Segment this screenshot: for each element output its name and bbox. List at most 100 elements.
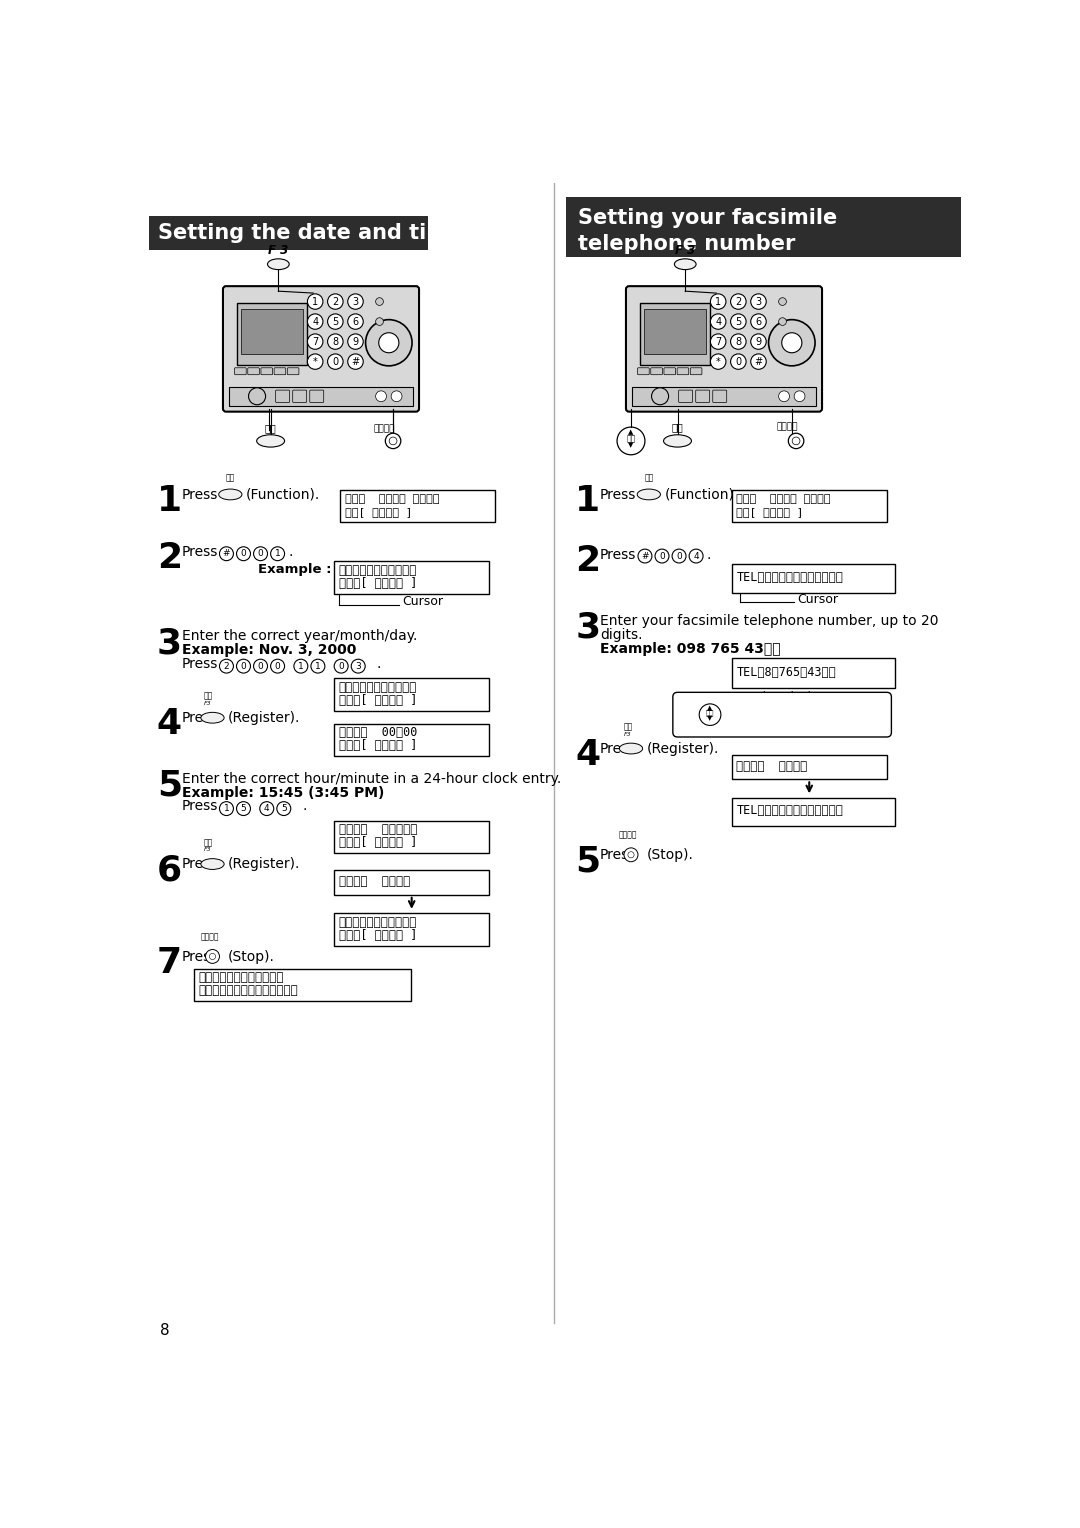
Text: ２０００年１１月０３日: ２０００年１１月０３日 <box>339 915 417 929</box>
Text: (Register).: (Register). <box>647 741 719 756</box>
Text: トウロク  シマシタ: トウロク シマシタ <box>737 759 808 773</box>
Text: 4: 4 <box>312 316 319 327</box>
Text: .: . <box>707 547 712 562</box>
Ellipse shape <box>637 489 661 500</box>
Circle shape <box>308 335 323 350</box>
Circle shape <box>391 391 402 402</box>
Text: 3: 3 <box>355 662 361 671</box>
Text: 1: 1 <box>224 804 229 813</box>
Circle shape <box>730 335 746 350</box>
Text: Press: Press <box>181 949 218 964</box>
Circle shape <box>327 335 343 350</box>
Text: 7: 7 <box>715 336 721 347</box>
FancyBboxPatch shape <box>696 390 710 402</box>
Circle shape <box>711 293 726 309</box>
Circle shape <box>327 313 343 329</box>
Text: Setting the date and time: Setting the date and time <box>159 223 462 243</box>
Bar <box>194 969 410 1001</box>
Circle shape <box>638 549 652 562</box>
Text: 4: 4 <box>715 316 721 327</box>
Circle shape <box>327 354 343 370</box>
Text: キノウ  トウロク モード゛: キノウ トウロク モード゛ <box>737 494 831 504</box>
Text: 5: 5 <box>241 804 246 813</box>
Text: キノウ  トウロク モード゛: キノウ トウロク モード゛ <box>345 494 440 504</box>
FancyBboxPatch shape <box>234 368 246 374</box>
Circle shape <box>308 313 323 329</box>
Text: ▲: ▲ <box>707 704 713 711</box>
Circle shape <box>276 802 291 816</box>
Text: 5: 5 <box>576 843 600 879</box>
Text: 2: 2 <box>333 296 338 307</box>
Bar <box>340 490 496 523</box>
Text: 0: 0 <box>258 549 264 558</box>
Text: Press: Press <box>181 799 218 813</box>
Text: Press: Press <box>181 711 218 724</box>
Text: ▼: ▼ <box>629 443 634 449</box>
Text: Press: Press <box>181 487 218 501</box>
Circle shape <box>711 354 726 370</box>
Text: TEL＝8　765　43・・: TEL＝8 765 43・・ <box>737 666 836 678</box>
Ellipse shape <box>201 859 225 869</box>
Text: 3: 3 <box>352 296 359 307</box>
Bar <box>732 490 887 523</box>
Circle shape <box>351 659 365 672</box>
Circle shape <box>237 659 251 672</box>
Text: TEL＝　．．．．．．．．．．: TEL＝ ．．．．．．．．．． <box>737 571 843 584</box>
FancyBboxPatch shape <box>690 368 702 374</box>
Text: Press: Press <box>600 741 636 756</box>
Text: [ トウロク ]: [ トウロク ] <box>339 578 417 590</box>
Text: The: The <box>727 703 750 717</box>
Circle shape <box>271 659 284 672</box>
Bar <box>237 303 307 365</box>
Ellipse shape <box>674 258 697 269</box>
Circle shape <box>348 313 363 329</box>
Text: Enter your facsimile telephone number, up to 20: Enter your facsimile telephone number, u… <box>600 614 939 628</box>
Text: #: # <box>222 549 230 558</box>
Circle shape <box>782 333 801 353</box>
Circle shape <box>389 437 397 445</box>
Text: ▼: ▼ <box>707 715 713 721</box>
Bar <box>732 798 894 825</box>
Ellipse shape <box>268 258 289 269</box>
Bar <box>632 387 815 405</box>
FancyBboxPatch shape <box>677 368 689 374</box>
Bar <box>334 678 489 711</box>
Text: Example: 15:45 (3:45 PM): Example: 15:45 (3:45 PM) <box>181 785 383 799</box>
Text: [ クルクル ]: [ クルクル ] <box>737 507 804 516</box>
Text: 機能: 機能 <box>644 474 653 483</box>
Text: Cursor: Cursor <box>798 593 839 605</box>
Text: .: . <box>302 799 307 813</box>
Text: replaces the digit with a space.: replaces the digit with a space. <box>693 717 890 730</box>
Text: (Register).: (Register). <box>228 711 300 724</box>
Text: シ゛コク  00：00: シ゛コク 00：00 <box>339 726 417 740</box>
Text: (Stop).: (Stop). <box>228 949 275 964</box>
Circle shape <box>205 949 219 963</box>
Bar <box>644 309 706 354</box>
Text: 2: 2 <box>224 662 229 671</box>
Text: 5: 5 <box>735 316 742 327</box>
Circle shape <box>711 335 726 350</box>
Text: telephone number: telephone number <box>578 234 796 254</box>
Text: 1: 1 <box>298 662 303 671</box>
Text: F3: F3 <box>204 701 212 706</box>
Text: 3: 3 <box>157 626 181 660</box>
Circle shape <box>327 293 343 309</box>
Circle shape <box>779 391 789 402</box>
Text: (Stop).: (Stop). <box>647 848 693 862</box>
Circle shape <box>751 354 766 370</box>
Text: 1: 1 <box>157 484 181 518</box>
Text: Cursor: Cursor <box>403 594 444 608</box>
Text: トウロク  シマシタ: トウロク シマシタ <box>339 876 410 888</box>
Bar <box>640 303 710 365</box>
Text: 4: 4 <box>264 804 270 813</box>
Text: [ トウロク ]: [ トウロク ] <box>339 694 417 707</box>
Circle shape <box>689 549 703 562</box>
FancyBboxPatch shape <box>287 368 299 374</box>
Circle shape <box>788 434 804 449</box>
Ellipse shape <box>218 489 242 500</box>
Circle shape <box>308 354 323 370</box>
Circle shape <box>311 659 325 672</box>
FancyBboxPatch shape <box>713 390 727 402</box>
Text: Press: Press <box>600 547 636 562</box>
Text: F 3: F 3 <box>675 244 696 257</box>
